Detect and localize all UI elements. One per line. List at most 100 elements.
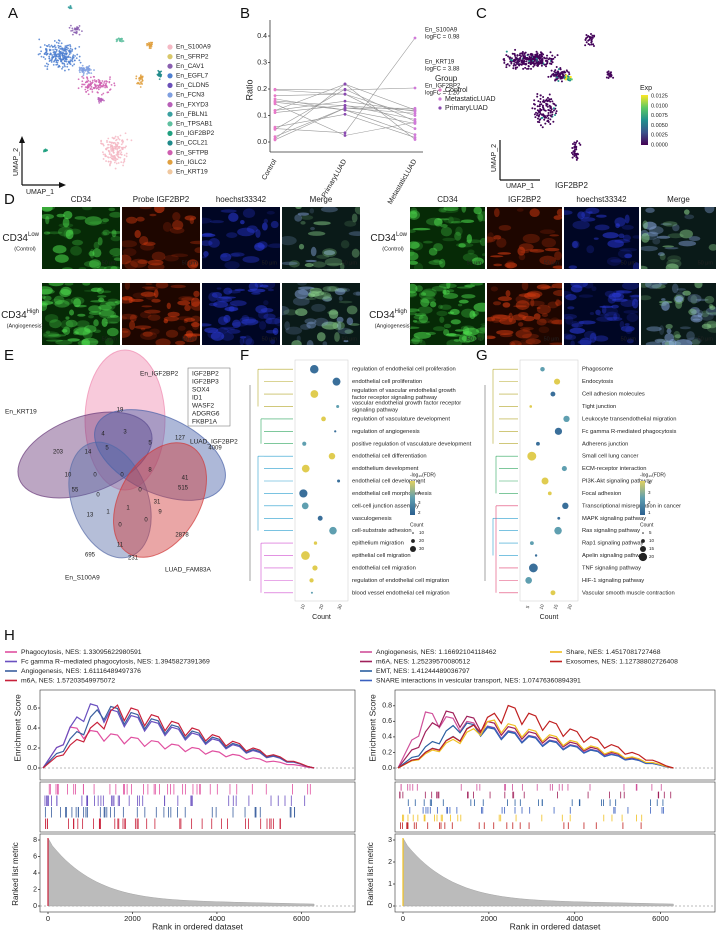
texture-blob [496,237,507,248]
umap-point [100,82,103,84]
label: UMAP_2 [13,148,20,176]
texture-blob [43,231,51,235]
term-dot [525,577,532,584]
umap-point [69,43,71,46]
texture-blob [239,316,257,324]
x-tick-label: 15 [552,603,559,610]
texture-blob [641,283,652,288]
umap-point [547,111,550,114]
texture-blob [497,296,512,302]
texture-blob [140,242,155,251]
texture-blob [147,314,161,321]
term-dot [301,551,310,560]
texture-blob [547,319,562,325]
ratio-point [273,99,277,103]
texture-blob [328,285,340,292]
umap-point [90,87,92,90]
texture-blob [78,267,87,269]
umap-point [125,155,128,158]
texture-blob [298,243,305,250]
term-label: vascular endothelial growth factor recep… [352,401,461,407]
umap-point [100,142,102,145]
legend-label: Angiogenesis, NES: 1.16692104118462 [376,649,497,656]
texture-blob [443,207,459,212]
umap-point [533,107,536,110]
texture-blob [190,297,200,308]
texture-blob [564,313,578,320]
texture-blob [619,320,625,329]
texture-blob [129,314,137,322]
texture-blob [520,338,536,344]
texture-blob [89,249,95,259]
y-tick-label: 0.3 [257,59,267,66]
texture-blob [239,335,247,339]
umap-point [109,76,111,79]
texture-blob [204,327,219,333]
umap-point [112,147,115,150]
texture-blob [515,329,532,339]
panel-label: G [476,347,488,364]
ratio-point [343,112,347,116]
umap-point [88,72,91,74]
umap-point [556,70,559,73]
umap-point [584,39,587,42]
umap-point [42,56,45,59]
texture-blob [270,339,276,345]
y-tick-label: 0.1 [257,112,267,119]
texture-blob [242,208,256,219]
size-tick: 15 [649,546,655,551]
label: Enrichment Score [367,694,377,762]
texture-blob [420,292,427,296]
umap-point [573,154,576,157]
umap-point [584,44,587,47]
umap-point [110,161,112,163]
texture-blob [266,210,275,215]
texture-blob [209,220,224,224]
texture-blob [645,283,662,289]
umap-point [151,41,154,44]
size-key [638,552,648,562]
texture-blob [122,313,138,320]
texture-blob [469,310,476,320]
texture-blob [565,294,577,301]
texture-blob [224,261,240,269]
term-dot [534,554,538,557]
texture-blob [167,311,180,318]
texture-blob [477,331,485,341]
umap-point [112,141,114,144]
umap-point [100,100,102,103]
umap-point [533,99,536,102]
y-tick-label: 0.0 [27,765,37,772]
umap-point [607,77,610,80]
umap-point [58,64,61,67]
texture-blob [581,211,591,219]
texture-blob [114,300,120,304]
umap-point [571,146,574,149]
umap-point [140,80,143,83]
texture-blob [597,313,610,317]
umap-point [107,146,110,149]
term-dot [329,526,337,535]
umap-point [98,101,101,104]
x-tick-label: 20 [318,603,325,610]
colorbar [641,95,648,145]
texture-blob [163,318,169,324]
umap-point [63,62,66,65]
texture-blob [453,339,461,342]
umap-point [85,86,88,89]
texture-blob [232,319,241,328]
umap-point [69,59,72,62]
umap-point [86,89,89,92]
umap-point [61,47,64,50]
umap-point [544,99,547,102]
texture-blob [624,214,630,224]
umap-point [69,51,72,54]
umap-point [574,143,577,146]
texture-blob [320,292,327,296]
rank-frame [394,833,716,913]
es-curve [42,704,315,769]
texture-blob [101,218,109,223]
term-dot [299,489,308,498]
texture-blob [411,241,424,251]
texture-blob [291,340,302,345]
